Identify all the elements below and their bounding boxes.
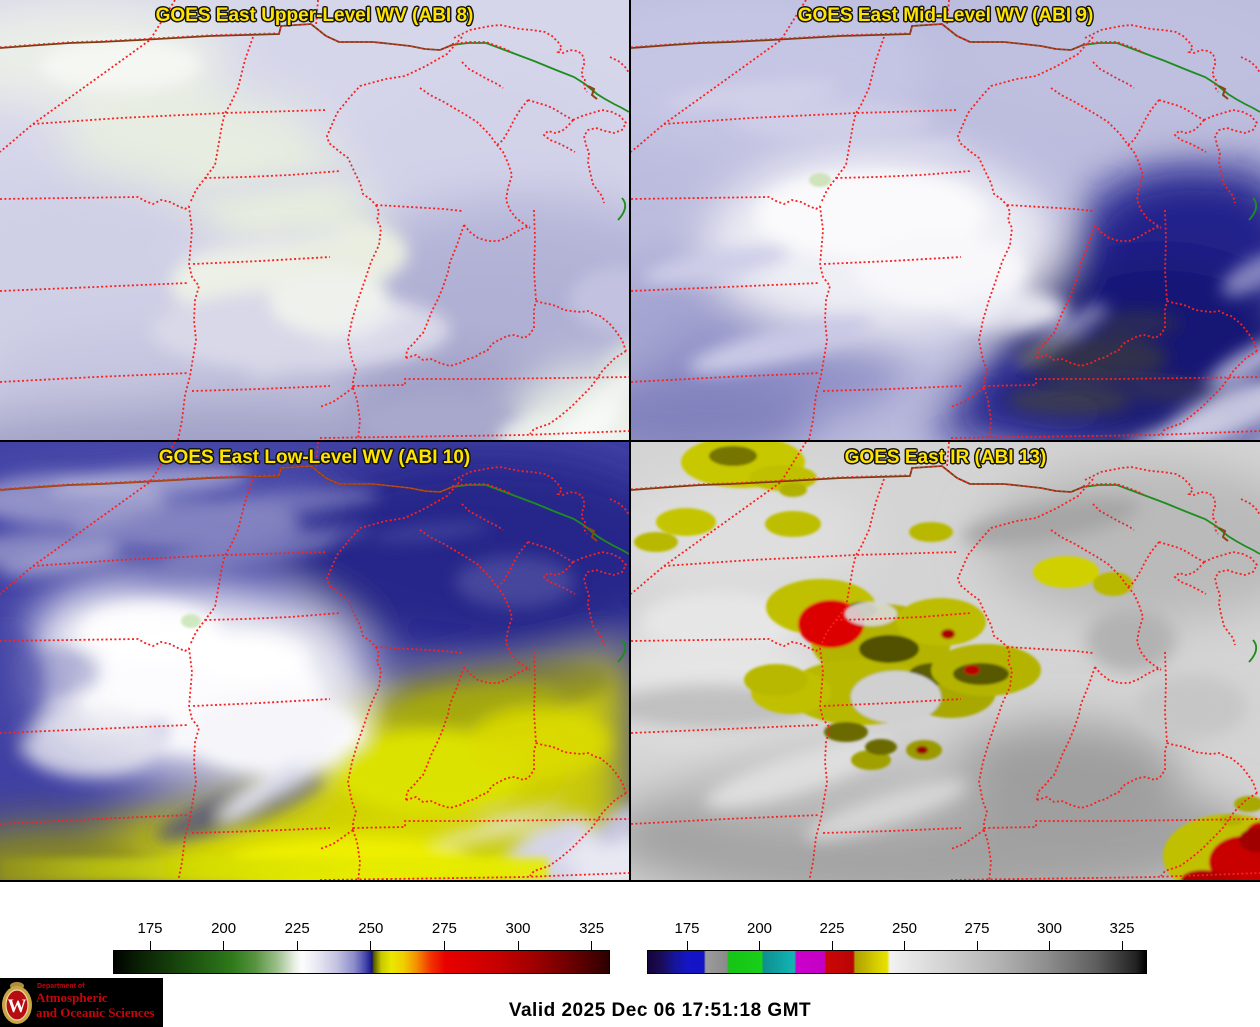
svg-text:W: W	[8, 996, 27, 1017]
